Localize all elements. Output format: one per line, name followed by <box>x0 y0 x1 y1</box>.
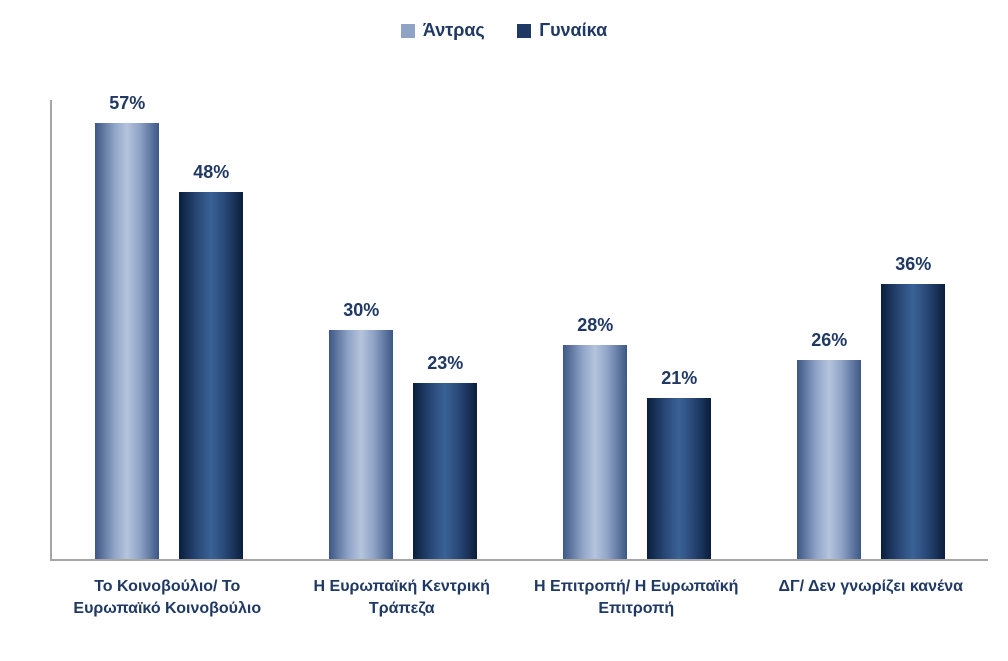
legend: Άντρας Γυναίκα <box>0 20 1008 43</box>
bar-series-2: 48% <box>179 192 243 559</box>
bar-series-2: 21% <box>647 398 711 559</box>
bar-value-label: 21% <box>661 368 697 389</box>
bar-value-label: 48% <box>193 162 229 183</box>
bar-value-label: 23% <box>427 353 463 374</box>
legend-label: Γυναίκα <box>539 20 607 41</box>
bar-value-label: 26% <box>811 330 847 351</box>
bar-series-2: 23% <box>413 383 477 559</box>
legend-item-series-1: Άντρας <box>401 20 485 41</box>
bar-value-label: 30% <box>343 300 379 321</box>
legend-item-series-2: Γυναίκα <box>517 20 607 41</box>
x-axis-category-label: Η Ευρωπαϊκή Κεντρική Τράπεζα <box>285 576 520 619</box>
x-axis-labels: Το Κοινοβούλιο/ Το Ευρωπαϊκό Κοινοβούλιο… <box>50 566 988 646</box>
bar-chart: Άντρας Γυναίκα 57%48%30%23%28%21%26%36% … <box>0 0 1008 661</box>
bar-series-1: 28% <box>563 345 627 559</box>
bar-series-1: 57% <box>95 123 159 559</box>
legend-swatch-icon <box>517 24 531 38</box>
legend-swatch-icon <box>401 24 415 38</box>
legend-label: Άντρας <box>423 20 485 41</box>
bar-series-1: 26% <box>797 360 861 559</box>
bar-value-label: 36% <box>895 254 931 275</box>
bar-value-label: 28% <box>577 315 613 336</box>
bar-value-label: 57% <box>109 93 145 114</box>
bar-group: 30% 23% <box>286 100 520 559</box>
plot-area: 57% 48% 30% 23% 28% 21% 26% 36% <box>50 100 988 561</box>
x-axis-category-label: Η Επιτροπή/ Η Ευρωπαϊκή Επιτροπή <box>519 576 754 619</box>
bar-group: 28% 21% <box>520 100 754 559</box>
bar-group: 57% 48% <box>52 100 286 559</box>
bar-series-1: 30% <box>329 330 393 560</box>
bar-series-2: 36% <box>881 284 945 559</box>
bar-group: 26% 36% <box>754 100 988 559</box>
x-axis-category-label: Το Κοινοβούλιο/ Το Ευρωπαϊκό Κοινοβούλιο <box>50 576 285 619</box>
x-axis-category-label: ΔΓ/ Δεν γνωρίζει κανένα <box>754 576 989 598</box>
